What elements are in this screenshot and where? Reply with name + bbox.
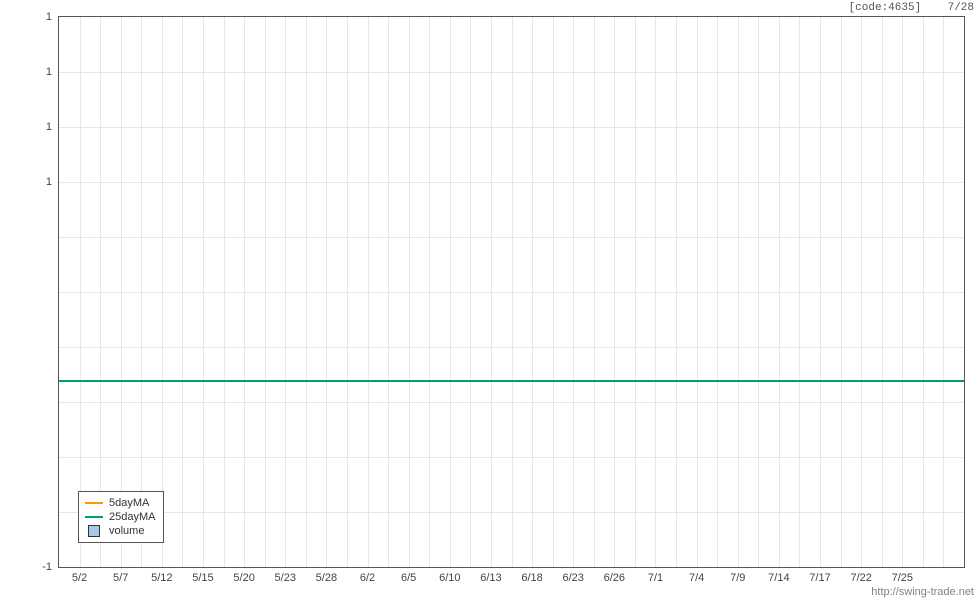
x-tick-label: 6/18	[521, 572, 542, 584]
gridline-vertical-minor	[491, 17, 492, 567]
gridline-vertical	[799, 17, 800, 567]
legend-item: 5dayMA	[85, 496, 155, 510]
gridline-vertical-minor	[779, 17, 780, 567]
gridline-vertical-minor	[368, 17, 369, 567]
plot-area	[58, 16, 965, 568]
x-tick-label: 6/13	[480, 572, 501, 584]
legend-label: 5dayMA	[109, 497, 149, 509]
x-tick-label: 5/7	[113, 572, 128, 584]
gridline-vertical-minor	[121, 17, 122, 567]
y-tick-label: 1	[12, 66, 52, 78]
gridline-vertical-minor	[162, 17, 163, 567]
x-tick-label: 6/26	[604, 572, 625, 584]
x-tick-label: 7/14	[768, 572, 789, 584]
gridline-vertical	[224, 17, 225, 567]
x-tick-label: 5/20	[233, 572, 254, 584]
gridline-vertical	[347, 17, 348, 567]
gridline-vertical-minor	[902, 17, 903, 567]
x-tick-label: 7/25	[892, 572, 913, 584]
gridline-vertical	[470, 17, 471, 567]
x-tick-label: 5/2	[72, 572, 87, 584]
legend: 5dayMA 25dayMA volume	[78, 491, 164, 543]
series-25dayMA	[59, 380, 964, 382]
date-label: 7/28	[948, 2, 974, 14]
gridline-vertical	[758, 17, 759, 567]
x-tick-label: 5/28	[316, 572, 337, 584]
gridline-vertical	[676, 17, 677, 567]
x-tick-label: 5/23	[275, 572, 296, 584]
legend-label: 25dayMA	[109, 511, 155, 523]
legend-label: volume	[109, 525, 144, 537]
x-tick-label: 5/12	[151, 572, 172, 584]
x-tick-label: 6/5	[401, 572, 416, 584]
x-tick-label: 7/4	[689, 572, 704, 584]
x-tick-label: 7/17	[809, 572, 830, 584]
footer-url: http://swing-trade.net	[871, 586, 974, 598]
gridline-vertical-minor	[409, 17, 410, 567]
gridline-vertical	[265, 17, 266, 567]
gridline-vertical-minor	[573, 17, 574, 567]
gridline-vertical	[512, 17, 513, 567]
gridline-vertical-minor	[532, 17, 533, 567]
gridline-vertical-minor	[697, 17, 698, 567]
gridline-vertical-minor	[203, 17, 204, 567]
legend-swatch	[85, 525, 103, 537]
gridline-vertical-minor	[861, 17, 862, 567]
y-tick-label: 1	[12, 11, 52, 23]
gridline-vertical	[100, 17, 101, 567]
gridline-vertical	[882, 17, 883, 567]
gridline-vertical	[635, 17, 636, 567]
gridline-vertical-minor	[326, 17, 327, 567]
y-tick-label: -1	[12, 561, 52, 573]
y-tick-label: 1	[12, 176, 52, 188]
header-right: [code:4635] 7/28	[849, 2, 974, 14]
x-tick-label: 7/9	[730, 572, 745, 584]
legend-swatch	[85, 502, 103, 504]
gridline-vertical	[429, 17, 430, 567]
gridline-vertical	[306, 17, 307, 567]
gridline-vertical-minor	[738, 17, 739, 567]
x-tick-label: 7/1	[648, 572, 663, 584]
gridline-vertical-minor	[244, 17, 245, 567]
x-tick-label: 5/15	[192, 572, 213, 584]
gridline-vertical-minor	[655, 17, 656, 567]
x-tick-label: 7/22	[850, 572, 871, 584]
legend-item: volume	[85, 524, 155, 538]
x-tick-label: 6/23	[562, 572, 583, 584]
gridline-vertical-minor	[943, 17, 944, 567]
gridline-vertical	[923, 17, 924, 567]
gridline-vertical-minor	[285, 17, 286, 567]
legend-item: 25dayMA	[85, 510, 155, 524]
gridline-vertical-minor	[614, 17, 615, 567]
gridline-vertical	[594, 17, 595, 567]
x-tick-label: 6/10	[439, 572, 460, 584]
gridline-vertical	[388, 17, 389, 567]
gridline-vertical-minor	[80, 17, 81, 567]
gridline-vertical	[182, 17, 183, 567]
legend-swatch	[85, 516, 103, 518]
gridline-vertical	[553, 17, 554, 567]
x-tick-label: 6/2	[360, 572, 375, 584]
gridline-vertical	[141, 17, 142, 567]
gridline-vertical-minor	[820, 17, 821, 567]
y-tick-label: 1	[12, 121, 52, 133]
chart-container: [code:4635] 7/28 1 1 1 1 -1 5/2 5/7 5/12 5/15 5/…	[0, 0, 980, 600]
gridline-vertical	[841, 17, 842, 567]
gridline-vertical	[717, 17, 718, 567]
code-label: [code:4635]	[849, 2, 922, 14]
gridline-vertical-minor	[450, 17, 451, 567]
